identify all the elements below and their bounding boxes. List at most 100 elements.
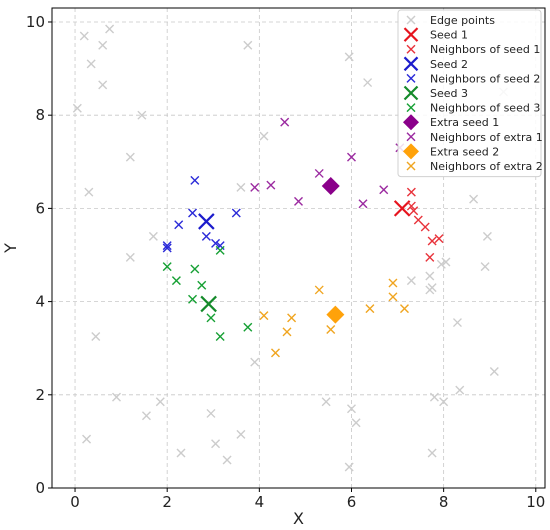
data-point xyxy=(197,280,207,290)
data-point xyxy=(346,152,356,162)
x-tick-label: 8 xyxy=(439,493,449,511)
series-seed-3 xyxy=(200,295,217,313)
data-point xyxy=(409,206,419,216)
legend-marker xyxy=(403,143,419,160)
y-tick-label: 10 xyxy=(26,13,45,31)
legend-box xyxy=(397,9,542,178)
data-point xyxy=(236,429,246,439)
legend-marker xyxy=(403,114,419,131)
data-point xyxy=(282,327,292,337)
y-axis-ticks: 0 2 4 6 8 10 xyxy=(26,13,52,497)
series-neighbors-of-seed-2 xyxy=(162,175,241,253)
data-point xyxy=(84,187,94,197)
data-point xyxy=(190,264,200,274)
data-point xyxy=(427,236,437,246)
data-point xyxy=(112,392,121,402)
data-point xyxy=(243,40,253,50)
legend-item: Extra seed 2 xyxy=(403,143,499,160)
data-point xyxy=(137,110,147,120)
data-point xyxy=(155,397,165,407)
y-tick-label: 2 xyxy=(35,386,45,404)
data-point xyxy=(326,305,345,324)
data-point xyxy=(188,208,198,218)
data-point xyxy=(314,285,324,295)
data-point xyxy=(452,318,462,328)
data-point xyxy=(425,271,435,281)
data-point xyxy=(243,322,253,332)
data-point xyxy=(190,175,200,185)
data-point xyxy=(346,404,356,414)
data-point xyxy=(125,152,135,162)
data-point xyxy=(344,52,354,62)
data-point xyxy=(201,231,211,241)
x-tick-label: 10 xyxy=(526,493,545,511)
data-point xyxy=(91,332,101,342)
legend-item: Neighbors of seed 3 xyxy=(406,102,540,115)
data-point xyxy=(436,259,446,269)
data-point xyxy=(141,411,151,421)
legend-label: Extra seed 1 xyxy=(430,116,499,129)
data-point xyxy=(231,208,241,218)
data-point xyxy=(236,182,246,192)
series-neighbors-of-seed-1 xyxy=(406,187,444,262)
data-point xyxy=(351,418,361,428)
data-point xyxy=(174,220,184,230)
x-tick-label: 6 xyxy=(347,493,357,511)
legend-item: Seed 2 xyxy=(403,56,468,72)
data-point xyxy=(406,276,416,286)
data-point xyxy=(259,131,269,141)
data-point xyxy=(358,199,368,209)
data-point xyxy=(250,182,260,192)
data-point xyxy=(79,31,89,41)
data-point xyxy=(82,434,92,444)
legend-marker xyxy=(406,73,416,83)
legend-label: Neighbors of seed 2 xyxy=(430,72,540,85)
legend-marker xyxy=(403,85,419,101)
data-point xyxy=(215,332,225,342)
legend-item: Edge points xyxy=(406,14,495,27)
data-point xyxy=(425,285,435,295)
legend-marker xyxy=(406,15,416,25)
legend-marker xyxy=(406,132,416,142)
data-point xyxy=(393,200,411,217)
data-point xyxy=(206,313,216,323)
data-point xyxy=(280,117,290,127)
data-point xyxy=(98,40,108,50)
data-point xyxy=(326,325,336,335)
x-tick-label: 4 xyxy=(255,493,265,511)
legend-item: Neighbors of extra 1 xyxy=(406,131,543,144)
data-point xyxy=(399,304,409,314)
data-point xyxy=(439,397,449,407)
series-edge-points xyxy=(72,24,509,472)
legend-marker xyxy=(406,44,416,54)
data-point xyxy=(270,348,280,358)
data-point xyxy=(406,187,416,197)
legend-item: Extra seed 1 xyxy=(403,114,499,131)
data-point xyxy=(388,292,398,302)
data-point xyxy=(363,78,373,88)
data-point xyxy=(266,180,276,190)
data-point xyxy=(215,245,225,255)
data-point xyxy=(162,243,172,253)
series-extra-seed-1 xyxy=(321,177,340,196)
series-neighbors-of-seed-3 xyxy=(162,245,253,342)
data-point xyxy=(489,367,499,376)
data-point xyxy=(222,455,232,465)
legend-label: Edge points xyxy=(430,14,495,27)
series-seed-2 xyxy=(198,213,215,230)
y-tick-label: 0 xyxy=(35,479,45,497)
legend-label: Neighbors of seed 1 xyxy=(430,43,540,56)
legend-marker xyxy=(403,56,419,72)
data-point xyxy=(434,234,444,244)
series-neighbors-of-extra-1 xyxy=(250,117,405,209)
y-tick-label: 6 xyxy=(35,199,45,217)
series-seed-1 xyxy=(393,200,411,217)
data-point xyxy=(259,311,269,321)
data-point xyxy=(294,196,303,206)
legend-marker xyxy=(406,103,416,113)
data-point xyxy=(469,194,479,204)
data-point xyxy=(482,231,492,241)
legend-label: Neighbors of extra 2 xyxy=(430,160,543,173)
legend-label: Neighbors of extra 1 xyxy=(430,131,543,144)
